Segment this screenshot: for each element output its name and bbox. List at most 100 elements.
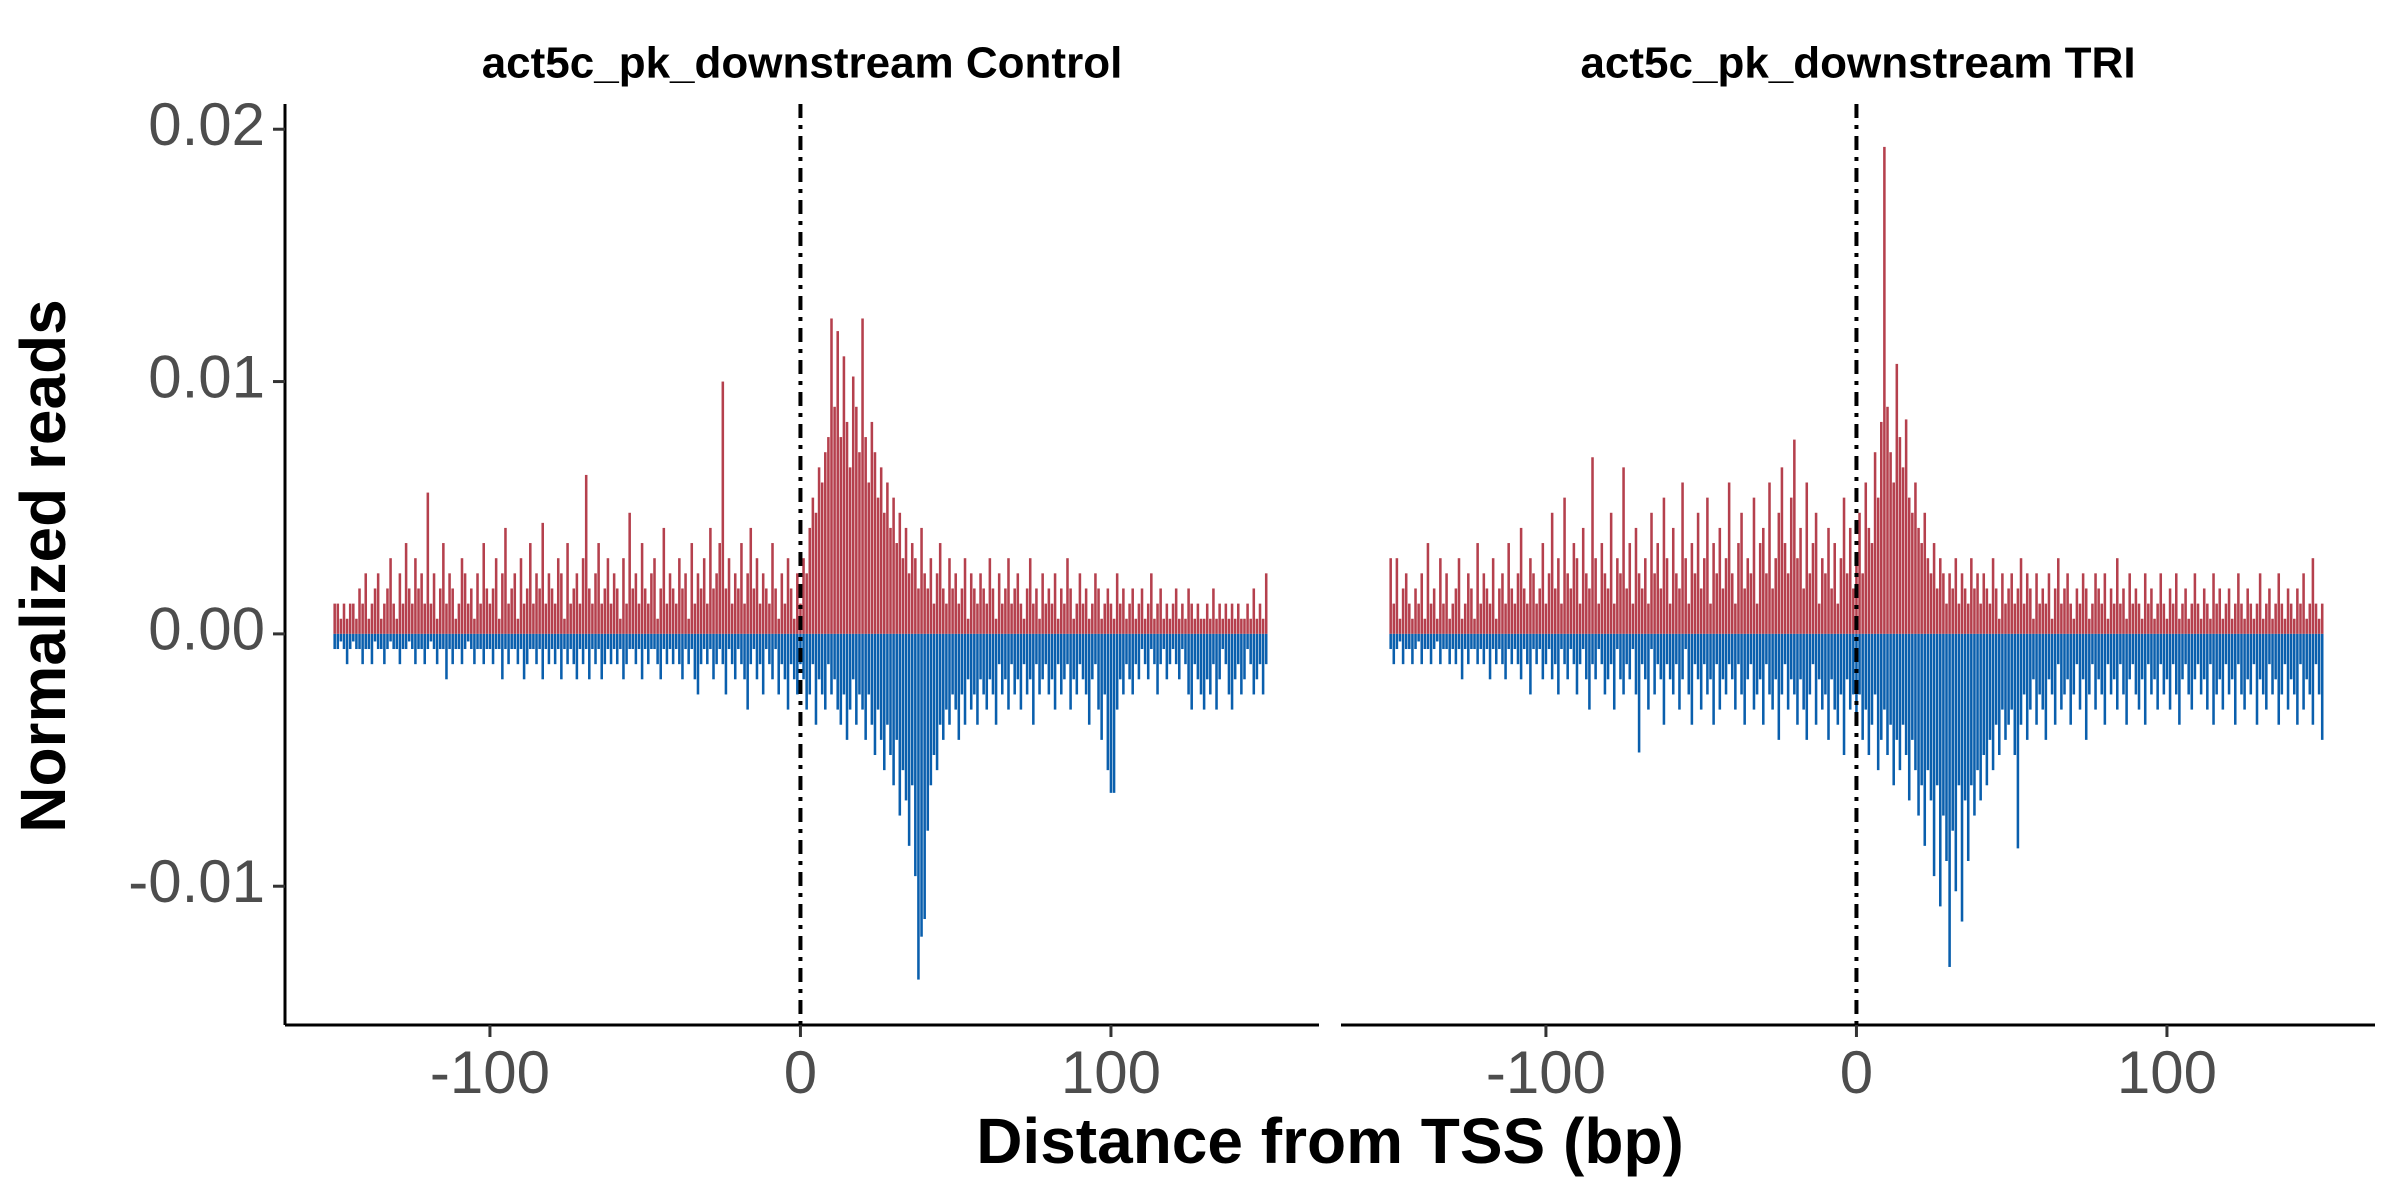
bar <box>1575 558 1579 634</box>
bar <box>848 467 852 634</box>
bar <box>730 633 734 665</box>
bar <box>709 527 712 634</box>
bar <box>1942 573 1945 634</box>
bar <box>1634 527 1638 634</box>
bar <box>976 603 979 634</box>
bar <box>581 633 585 665</box>
x-tick-label: 100 <box>1061 1039 1161 1106</box>
bar <box>2041 588 2045 634</box>
bar <box>746 573 749 634</box>
bar <box>1976 633 1979 771</box>
bar <box>1802 588 1805 634</box>
bar <box>2044 633 2048 740</box>
bar <box>1498 633 1501 650</box>
bar <box>737 588 740 634</box>
bar <box>2103 633 2107 725</box>
bar <box>2308 603 2312 634</box>
bar <box>470 588 473 634</box>
bar <box>1081 633 1085 680</box>
bar <box>1532 573 1535 634</box>
bar <box>876 497 880 634</box>
bar <box>572 588 576 634</box>
bar <box>1985 633 1989 786</box>
bar <box>768 633 771 665</box>
bar <box>1181 633 1184 650</box>
bar <box>1264 573 1268 634</box>
bar <box>2224 603 2228 634</box>
bar <box>1516 573 1520 634</box>
bar <box>1547 633 1551 650</box>
bar <box>2137 633 2141 710</box>
bar <box>674 633 678 650</box>
bar <box>1467 573 1470 634</box>
bar <box>926 633 930 831</box>
bar <box>1218 633 1221 680</box>
bar <box>1939 633 1942 907</box>
bar <box>2094 573 2097 634</box>
bar <box>1789 497 1793 634</box>
bar <box>1249 633 1252 665</box>
bar <box>2159 573 2163 634</box>
bar <box>1864 482 1868 634</box>
bar <box>867 482 871 634</box>
bar <box>979 573 982 634</box>
bar <box>1476 633 1479 665</box>
bar <box>407 588 411 634</box>
bar <box>1227 633 1231 695</box>
bar <box>1762 527 1765 634</box>
bar <box>1454 633 1458 665</box>
bar <box>2218 633 2222 680</box>
bar <box>516 618 520 634</box>
bar <box>2109 588 2113 634</box>
bar <box>671 633 675 665</box>
bar <box>1532 633 1535 650</box>
bar <box>2184 633 2187 665</box>
bar <box>1805 633 1809 740</box>
bar <box>1448 618 1451 634</box>
bar <box>845 421 849 634</box>
bar <box>1898 633 1902 771</box>
bar <box>2134 633 2138 695</box>
bar <box>1134 633 1138 665</box>
bar <box>2156 603 2159 634</box>
bar <box>1004 633 1007 680</box>
bar <box>988 633 992 680</box>
bar <box>2016 633 2020 849</box>
bar <box>1637 573 1641 634</box>
bar <box>1569 633 1573 650</box>
bar <box>569 603 572 634</box>
bar <box>411 633 414 650</box>
bar <box>1522 633 1526 650</box>
bar <box>392 633 395 650</box>
bar <box>2162 633 2166 695</box>
bar <box>1612 633 1616 710</box>
bar <box>870 421 874 634</box>
bar <box>457 603 461 634</box>
bar <box>2091 603 2094 634</box>
bar <box>513 633 517 650</box>
bar <box>1007 558 1010 634</box>
bar <box>1973 633 1976 816</box>
bar <box>954 573 957 634</box>
bar <box>407 633 411 642</box>
bar <box>836 633 839 710</box>
bar <box>1917 633 1920 816</box>
bar <box>622 558 625 634</box>
bar <box>1513 633 1517 650</box>
bar <box>2317 633 2321 695</box>
bar <box>997 633 1001 665</box>
bar <box>1255 618 1259 634</box>
bar <box>2035 633 2038 725</box>
x-tick-label: -100 <box>1486 1039 1606 1106</box>
bar <box>1193 618 1197 634</box>
bar <box>1016 573 1020 634</box>
bar <box>948 558 951 634</box>
bar <box>752 633 756 650</box>
bar <box>954 633 957 710</box>
bar <box>690 543 694 634</box>
bar <box>1541 633 1545 680</box>
bar <box>2001 573 2004 634</box>
bar <box>2063 588 2066 634</box>
bar <box>1202 618 1206 634</box>
bar <box>1457 558 1461 634</box>
